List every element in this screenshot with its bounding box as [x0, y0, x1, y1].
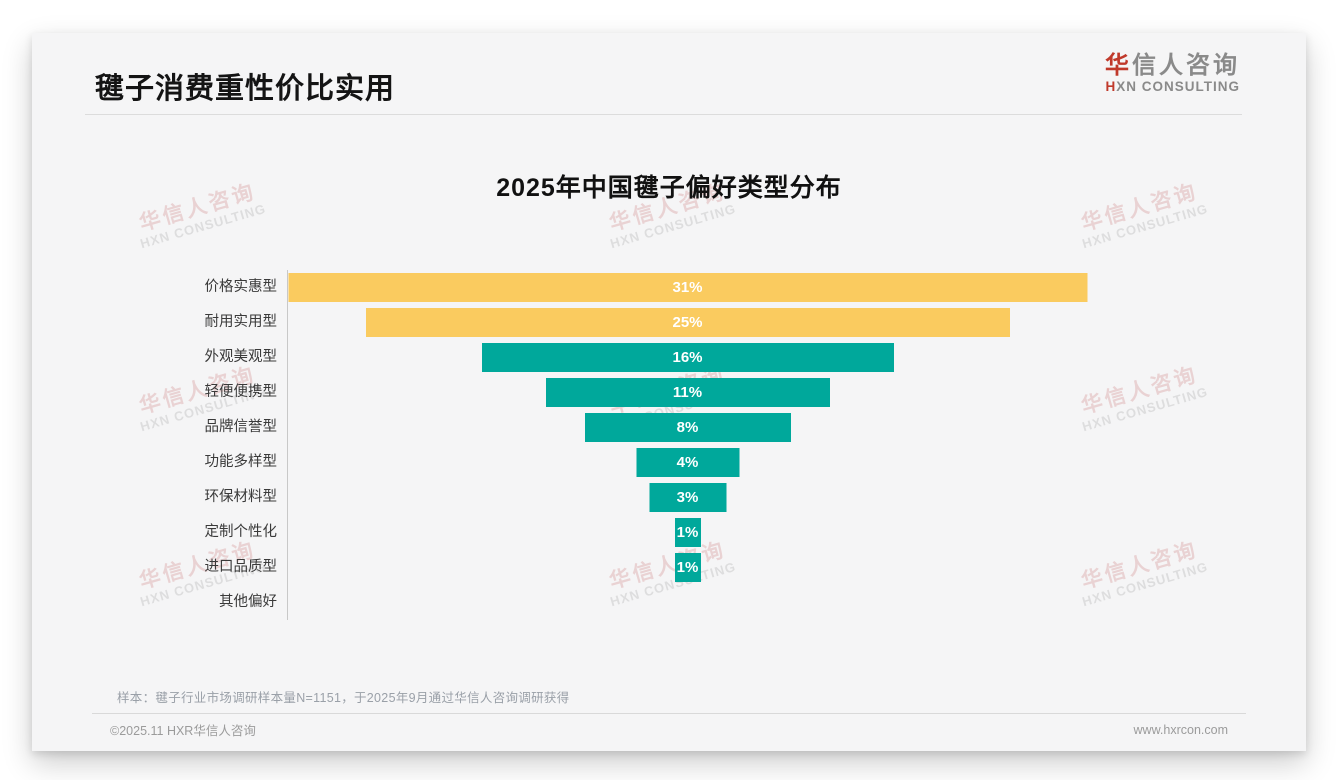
bar-value-label: 3% — [676, 489, 699, 506]
bar-zone: 8% — [287, 410, 1087, 445]
bar: 8% — [584, 413, 791, 442]
logo-cn-rest: 信人咨询 — [1132, 52, 1240, 79]
bar-zone: 4% — [287, 445, 1087, 480]
bar-value-label: 8% — [676, 419, 699, 436]
bar-value-label: 31% — [672, 279, 703, 296]
company-logo: 华信人咨询 HXN CONSULTING — [1105, 52, 1240, 96]
bar: 11% — [545, 378, 830, 407]
bar: 4% — [636, 448, 739, 477]
logo-cn-accent: 华 — [1105, 52, 1132, 79]
footer: ©2025.11 HXR华信人咨询 www.hxrcon.com — [92, 713, 1246, 751]
sample-note: 样本：毽子行业市场调研样本量N=1151，于2025年9月通过华信人咨询调研获得 — [117, 691, 570, 705]
bar-value-label: 11% — [672, 384, 703, 401]
chart-title: 2025年中国毽子偏好类型分布 — [496, 174, 842, 202]
bar: 1% — [674, 518, 701, 547]
chart-row: 外观美观型 16% — [32, 340, 1087, 375]
category-label: 外观美观型 — [204, 349, 278, 365]
logo-english-text: HXN CONSULTING — [1105, 79, 1240, 95]
bar-value-label: 1% — [676, 559, 699, 576]
chart-row: 价格实惠型 31% — [32, 270, 1087, 305]
bar-zone: 31% — [287, 270, 1087, 305]
category-label: 品牌信誉型 — [204, 419, 278, 435]
website-url: www.hxrcon.com — [1133, 722, 1228, 737]
chart-row: 环保材料型 3% — [32, 480, 1087, 515]
chart-row: 定制个性化 1% — [32, 515, 1087, 550]
copyright-text: ©2025.11 HXR华信人咨询 — [110, 724, 256, 738]
bar-zone: 1% — [287, 550, 1087, 585]
category-label: 其他偏好 — [219, 594, 277, 610]
category-label: 进口品质型 — [204, 559, 278, 575]
chart-row: 功能多样型 4% — [32, 445, 1087, 480]
slide-card: 华信人咨询 HXN CONSULTING 华信人咨询 HXN CONSULTING 华信… — [32, 33, 1306, 751]
bar-zone: 11% — [287, 375, 1087, 410]
category-label: 耐用实用型 — [204, 314, 278, 330]
bar-value-label: 4% — [676, 454, 699, 471]
logo-en-rest: XN CONSULTING — [1116, 79, 1240, 95]
chart-row: 耐用实用型 25% — [32, 305, 1087, 340]
bar-value-label: 1% — [676, 524, 699, 541]
bar-zone — [287, 585, 1087, 620]
header: 毽子消费重性价比实用 华信人咨询 HXN CONSULTING — [85, 33, 1242, 115]
funnel-bar-chart: 价格实惠型 31% 耐用实用型 25% 外观美观型 16% 轻便便携型 11% 品牌信誉型 8% 功… — [32, 270, 1087, 620]
logo-en-accent: H — [1105, 79, 1117, 95]
page-title: 毽子消费重性价比实用 — [95, 73, 396, 105]
bar-zone: 16% — [287, 340, 1087, 375]
chart-row: 品牌信誉型 8% — [32, 410, 1087, 445]
chart-row: 其他偏好 — [32, 585, 1087, 620]
bar: 1% — [674, 553, 701, 582]
category-label: 功能多样型 — [204, 454, 278, 470]
category-label: 定制个性化 — [204, 524, 278, 540]
slide-content: 毽子消费重性价比实用 华信人咨询 HXN CONSULTING 2025年中国毽… — [32, 33, 1306, 751]
category-label: 轻便便携型 — [204, 384, 278, 400]
logo-chinese-text: 华信人咨询 — [1105, 52, 1240, 79]
bar: 31% — [288, 273, 1087, 302]
chart-row: 轻便便携型 11% — [32, 375, 1087, 410]
bar-value-label: 16% — [672, 349, 703, 366]
category-label: 环保材料型 — [204, 489, 278, 505]
bar-zone: 25% — [287, 305, 1087, 340]
bar: 3% — [649, 483, 726, 512]
bar-zone: 1% — [287, 515, 1087, 550]
bar: 16% — [481, 343, 894, 372]
bar: 25% — [365, 308, 1010, 337]
chart-row: 进口品质型 1% — [32, 550, 1087, 585]
bar-value-label: 25% — [672, 314, 703, 331]
category-label: 价格实惠型 — [204, 279, 278, 295]
bar-zone: 3% — [287, 480, 1087, 515]
